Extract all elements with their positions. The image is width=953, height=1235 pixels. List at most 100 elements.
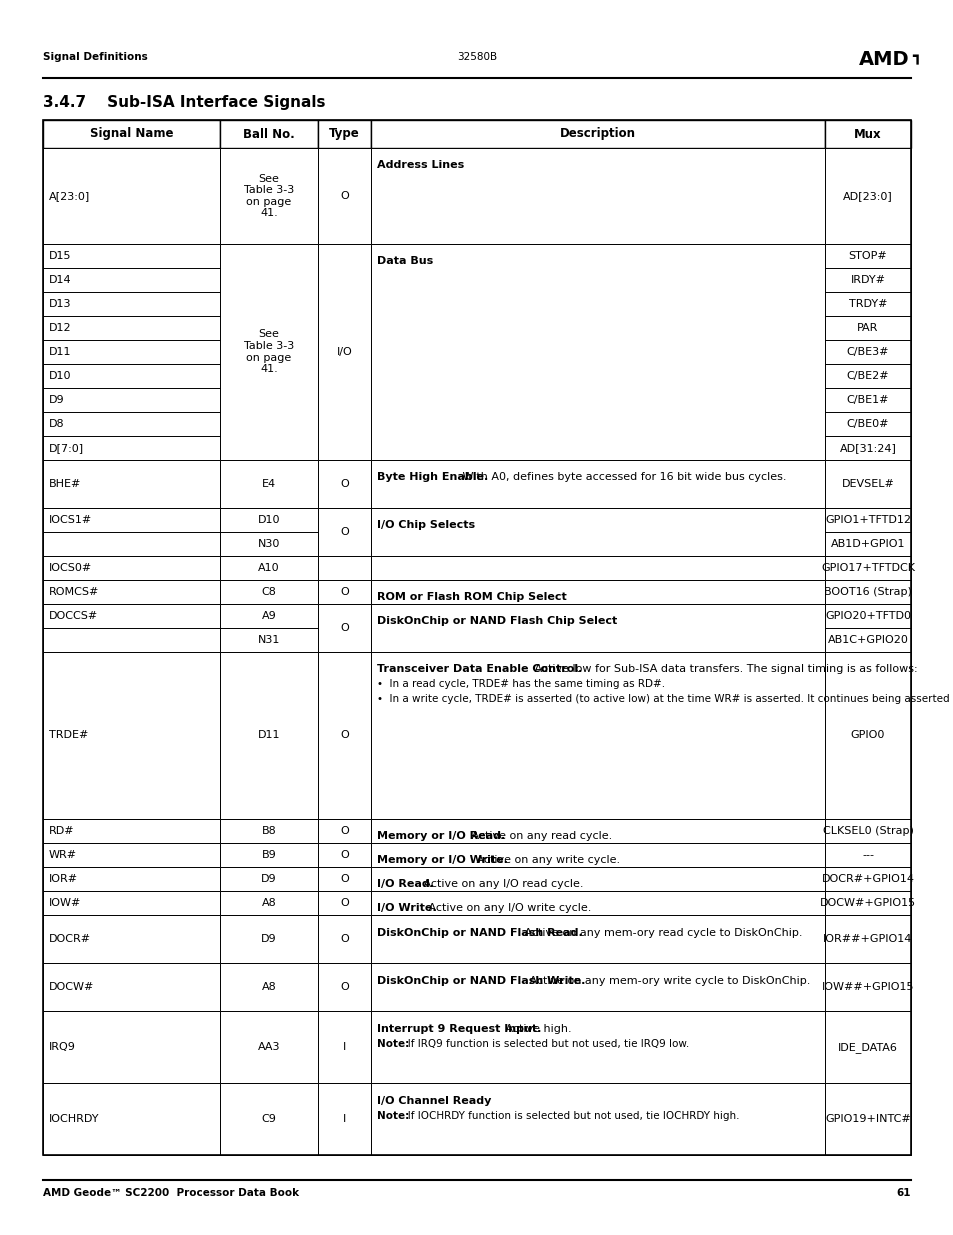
Text: Active on any I/O write cycle.: Active on any I/O write cycle. xyxy=(424,903,591,913)
Text: AA3: AA3 xyxy=(257,1042,280,1052)
Bar xyxy=(220,556,317,579)
Text: GPIO17+TFTDCK: GPIO17+TFTDCK xyxy=(821,563,914,573)
Text: O: O xyxy=(340,191,349,201)
Text: O: O xyxy=(340,851,349,861)
Text: I/O Read.: I/O Read. xyxy=(376,879,434,889)
Bar xyxy=(317,867,371,892)
Text: AD[31:24]: AD[31:24] xyxy=(839,442,896,453)
Bar xyxy=(824,915,910,963)
Bar xyxy=(824,579,910,604)
Text: Transceiver Data Enable Control.: Transceiver Data Enable Control. xyxy=(376,664,581,674)
Text: IRQ9: IRQ9 xyxy=(49,1042,76,1052)
Bar xyxy=(220,652,317,819)
Text: Byte High Enable.: Byte High Enable. xyxy=(376,472,488,482)
Bar xyxy=(317,963,371,1011)
Text: DOCCS#: DOCCS# xyxy=(49,610,98,620)
Text: DOCW#+GPIO15: DOCW#+GPIO15 xyxy=(819,898,915,908)
Bar xyxy=(371,604,824,652)
Bar xyxy=(43,459,220,508)
Text: Active on any I/O read cycle.: Active on any I/O read cycle. xyxy=(419,879,583,889)
Bar xyxy=(317,844,371,867)
Bar xyxy=(317,1083,371,1155)
Text: GPIO0: GPIO0 xyxy=(850,730,884,741)
Bar xyxy=(220,120,317,148)
Bar xyxy=(317,915,371,963)
Bar xyxy=(371,120,824,148)
Text: Interrupt 9 Request Input.: Interrupt 9 Request Input. xyxy=(376,1024,540,1034)
Bar xyxy=(43,508,220,556)
Bar xyxy=(43,604,220,652)
Text: Memory or I/O Write.: Memory or I/O Write. xyxy=(376,856,507,866)
Text: D11: D11 xyxy=(257,730,280,741)
Text: Active on any read cycle.: Active on any read cycle. xyxy=(468,831,612,841)
Text: O: O xyxy=(340,934,349,945)
Text: ---: --- xyxy=(862,851,873,861)
Text: D15: D15 xyxy=(49,251,71,261)
Bar xyxy=(371,819,824,844)
Text: D9: D9 xyxy=(261,874,276,884)
Text: DiskOnChip or NAND Flash Read.: DiskOnChip or NAND Flash Read. xyxy=(376,927,582,937)
Bar xyxy=(43,844,220,867)
Bar xyxy=(824,120,910,148)
Bar xyxy=(43,1083,220,1155)
Bar xyxy=(371,459,824,508)
Text: A9: A9 xyxy=(261,610,276,620)
Bar xyxy=(220,148,317,243)
Bar xyxy=(824,819,910,844)
Text: With A0, defines byte accessed for 16 bit wide bus cycles.: With A0, defines byte accessed for 16 bi… xyxy=(458,472,785,482)
Text: Note:: Note: xyxy=(376,1039,409,1049)
Bar xyxy=(317,243,371,459)
Bar xyxy=(220,915,317,963)
Text: 32580B: 32580B xyxy=(456,52,497,62)
Text: I/O Channel Ready: I/O Channel Ready xyxy=(376,1095,491,1105)
Bar xyxy=(824,1011,910,1083)
Bar xyxy=(824,652,910,819)
Bar xyxy=(824,867,910,892)
Bar xyxy=(824,243,910,459)
Text: A8: A8 xyxy=(261,898,276,908)
Bar xyxy=(371,892,824,915)
Bar xyxy=(43,556,220,579)
Bar xyxy=(220,1083,317,1155)
Text: A10: A10 xyxy=(258,563,279,573)
Text: Address Lines: Address Lines xyxy=(376,161,464,170)
Text: B8: B8 xyxy=(261,826,276,836)
Text: IOCHRDY: IOCHRDY xyxy=(49,1114,99,1124)
Text: Active on any mem-ory read cycle to DiskOnChip.: Active on any mem-ory read cycle to Disk… xyxy=(520,927,801,937)
Text: AB1D+GPIO1: AB1D+GPIO1 xyxy=(830,538,904,548)
Bar xyxy=(317,556,371,579)
Text: ROM or Flash ROM Chip Select: ROM or Flash ROM Chip Select xyxy=(376,592,566,601)
Text: IOW#: IOW# xyxy=(49,898,81,908)
Bar xyxy=(43,120,910,1155)
Text: Type: Type xyxy=(329,127,359,141)
Bar xyxy=(371,508,824,556)
Text: Data Bus: Data Bus xyxy=(376,257,433,267)
Bar xyxy=(824,604,910,652)
Text: Memory or I/O Read.: Memory or I/O Read. xyxy=(376,831,505,841)
Text: AMD Geode™ SC2200  Processor Data Book: AMD Geode™ SC2200 Processor Data Book xyxy=(43,1188,299,1198)
Text: Active low for Sub-ISA data transfers. The signal timing is as follows:: Active low for Sub-ISA data transfers. T… xyxy=(530,664,916,674)
Text: D10: D10 xyxy=(257,515,280,525)
Bar xyxy=(824,1083,910,1155)
Text: DiskOnChip or NAND Flash Chip Select: DiskOnChip or NAND Flash Chip Select xyxy=(376,616,617,626)
Text: O: O xyxy=(340,826,349,836)
Bar xyxy=(220,243,317,459)
Text: IOCS0#: IOCS0# xyxy=(49,563,92,573)
Text: DiskOnChip or NAND Flash Write.: DiskOnChip or NAND Flash Write. xyxy=(376,976,585,986)
Text: ROMCS#: ROMCS# xyxy=(49,587,99,597)
Text: TRDY#: TRDY# xyxy=(848,299,886,309)
Text: D14: D14 xyxy=(49,275,71,285)
Text: Note:: Note: xyxy=(376,1110,409,1120)
Bar xyxy=(317,508,371,556)
Bar xyxy=(317,604,371,652)
Text: 61: 61 xyxy=(896,1188,910,1198)
Bar xyxy=(317,579,371,604)
Text: •  In a write cycle, TRDE# is asserted (to active low) at the time WR# is assert: • In a write cycle, TRDE# is asserted (t… xyxy=(376,694,953,704)
Text: IOW##+GPIO15: IOW##+GPIO15 xyxy=(821,982,913,992)
Bar xyxy=(371,963,824,1011)
Text: RD#: RD# xyxy=(49,826,74,836)
Text: D10: D10 xyxy=(49,370,71,380)
Text: I/O: I/O xyxy=(336,347,352,357)
Bar xyxy=(317,819,371,844)
Text: DOCW#: DOCW# xyxy=(49,982,94,992)
